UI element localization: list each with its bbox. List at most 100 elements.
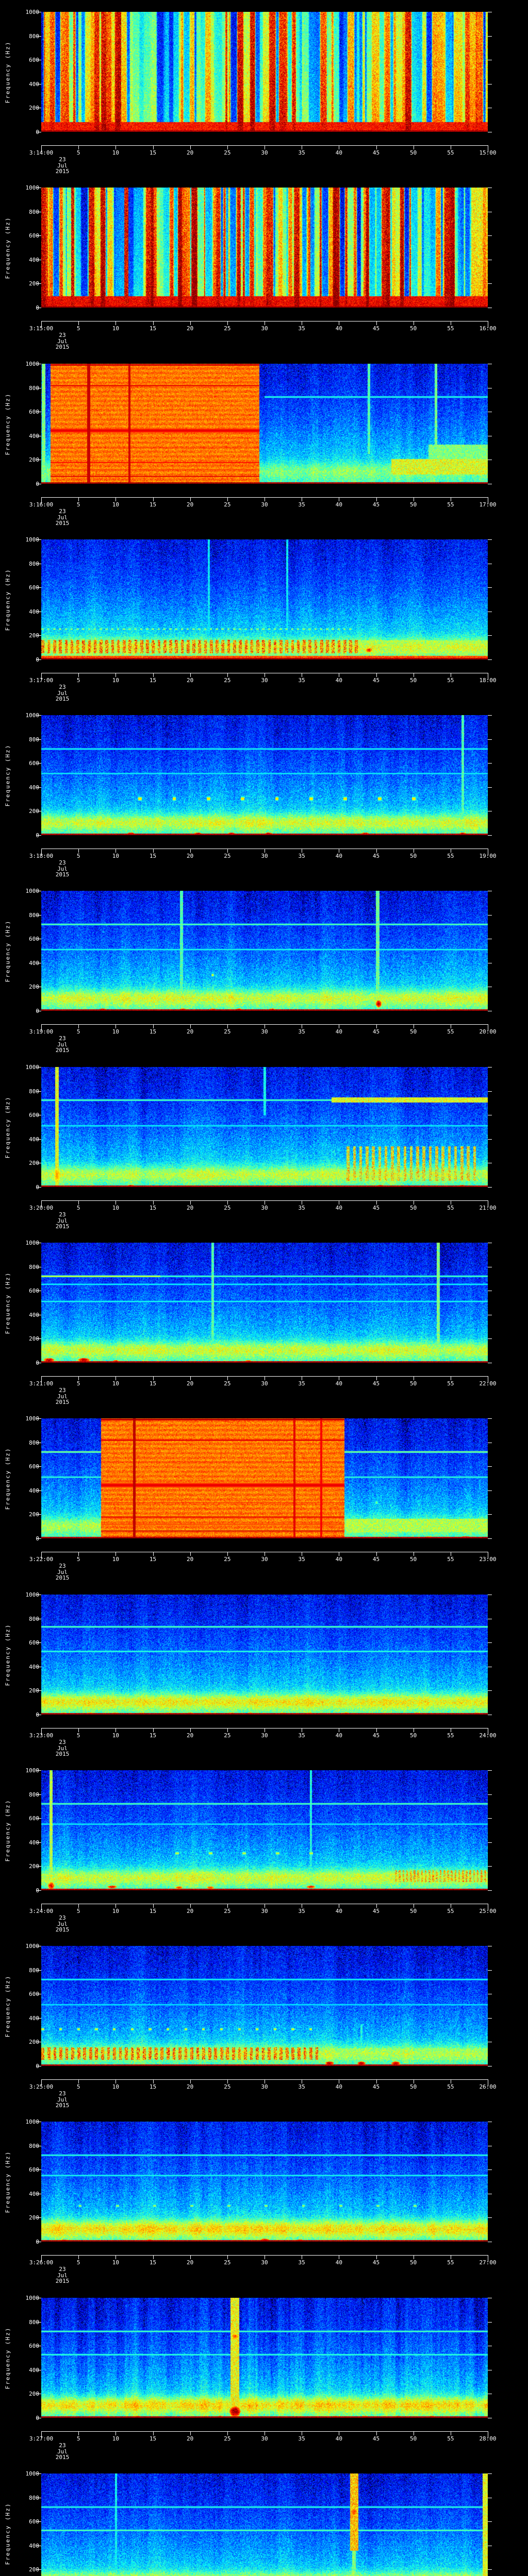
- x-tick-label: 20: [187, 677, 194, 684]
- y-tick-label: 200: [29, 2566, 39, 2573]
- y-axis-title: Frequency (Hz): [4, 1447, 11, 1510]
- x-tick-label: 50: [410, 2083, 417, 2090]
- y-tick-left: [37, 1091, 41, 1092]
- y-tick-left: [37, 235, 41, 236]
- y-tick-right: [488, 1139, 492, 1140]
- x-tick-label: 55: [447, 677, 454, 684]
- x-tick: [190, 2255, 191, 2259]
- date-line: 2015: [55, 2278, 70, 2284]
- y-tick-right: [488, 635, 492, 636]
- x-tick: [41, 2431, 42, 2438]
- x-tick-label: 15: [149, 2083, 157, 2090]
- y-tick-left: [37, 739, 41, 740]
- x-tick-label: 10: [112, 1205, 119, 1211]
- spectrogram-panel-31500: Frequency (Hz) 0 200 400 600 800 1000 3:15:00 5…: [0, 176, 528, 352]
- x-tick: [153, 673, 154, 677]
- y-tick-label: 1000: [25, 1767, 40, 1774]
- y-tick-label: 1000: [25, 1240, 40, 1246]
- x-tick-label: 40: [335, 1380, 342, 1387]
- x-tick-label: 45: [372, 2083, 380, 2090]
- x-tick-label: 40: [335, 1028, 342, 1035]
- x-tick-label: 5: [76, 2083, 80, 2090]
- x-tick: [376, 1904, 377, 1908]
- x-tick-label: 10: [112, 1732, 119, 1739]
- x-tick-label: 15: [149, 1908, 157, 1914]
- y-tick-right: [488, 1690, 492, 1691]
- date-line: 23: [59, 2266, 66, 2273]
- spectrogram-canvas: [41, 2473, 488, 2576]
- x-tick: [376, 1552, 377, 1556]
- y-axis-title: Frequency (Hz): [4, 216, 11, 279]
- x-tick-label: 23:00: [479, 1556, 497, 1563]
- x-tick: [153, 1376, 154, 1380]
- y-tick-right: [488, 1187, 492, 1188]
- date-line: Jul: [57, 1568, 68, 1575]
- x-tick-label: 55: [447, 2259, 454, 2266]
- x-tick-label: 5: [76, 1908, 80, 1914]
- x-tick-label: 20: [187, 1205, 194, 1211]
- x-tick-label: 25: [224, 501, 231, 508]
- y-tick-label: 200: [29, 105, 39, 112]
- x-tick-label: 15: [149, 1380, 157, 1387]
- spectrogram-panel-32800: Frequency (Hz) 020040060080010003:28:005…: [0, 2462, 528, 2576]
- x-tick: [41, 497, 42, 504]
- x-tick-label: 45: [372, 2435, 380, 2442]
- x-tick-label: 25: [224, 1732, 231, 1739]
- y-tick-label: 0: [8, 2239, 39, 2245]
- x-tick-label: 45: [372, 1556, 380, 1563]
- date-line: 23: [59, 2090, 66, 2097]
- date-line: 2015: [55, 520, 70, 527]
- x-tick: [227, 497, 228, 501]
- x-tick-label: 45: [372, 853, 380, 859]
- x-tick-label: 20: [187, 853, 194, 859]
- x-tick: [227, 849, 228, 853]
- y-tick-right: [488, 659, 492, 660]
- x-tick-label: 25: [224, 2083, 231, 2090]
- x-tick-label: 5: [76, 677, 80, 684]
- y-tick-right: [488, 1866, 492, 1867]
- y-tick-right: [488, 1770, 492, 1771]
- y-tick-left: [37, 835, 41, 836]
- y-tick-left: [37, 1866, 41, 1867]
- x-tick-label: 16:00: [479, 325, 497, 332]
- y-tick-label: 400: [29, 1487, 39, 1494]
- spectrogram-canvas: [41, 2122, 488, 2242]
- y-tick-label: 800: [29, 1791, 39, 1798]
- y-tick-left: [37, 539, 41, 540]
- x-tick-label: 20: [187, 325, 194, 332]
- x-tick: [227, 1024, 228, 1028]
- x-tick-label: 50: [410, 2435, 417, 2442]
- date-line: 23: [59, 2442, 66, 2449]
- y-tick-right: [488, 539, 492, 540]
- x-tick-label: 50: [410, 149, 417, 156]
- x-tick: [190, 1024, 191, 1028]
- x-tick-label: 50: [410, 1732, 417, 1739]
- x-tick: [41, 1904, 42, 1910]
- x-tick: [190, 145, 191, 149]
- x-tick-label: 3:17:00: [29, 677, 54, 684]
- x-tick: [153, 1024, 154, 1028]
- y-tick-left: [37, 763, 41, 764]
- x-tick-label: 10: [112, 2083, 119, 2090]
- x-tick: [227, 145, 228, 149]
- x-tick-label: 21:00: [479, 1205, 497, 1211]
- spectrogram-panel-31400: Frequency (Hz) 0 200 400 600 800 1000 3:14:00 5…: [0, 0, 528, 176]
- x-tick-label: 10: [112, 1028, 119, 1035]
- spectrogram-panel-32100: Frequency (Hz) 0 200 400 600 800 1000 3:21:00 5…: [0, 1231, 528, 1407]
- x-tick-label: 35: [298, 1556, 305, 1563]
- y-tick-label: 600: [29, 2343, 39, 2350]
- y-tick-label: 1000: [25, 2119, 40, 2125]
- x-tick-label: 40: [335, 677, 342, 684]
- x-tick: [376, 2255, 377, 2259]
- x-tick: [190, 2079, 191, 2083]
- x-tick-label: 15: [149, 1205, 157, 1211]
- x-tick-label: 3:22:00: [29, 1556, 54, 1563]
- x-tick: [78, 1728, 79, 1732]
- spectrogram-canvas: [41, 1418, 488, 1538]
- x-tick-label: 30: [261, 1732, 268, 1739]
- x-tick-label: 20: [187, 1908, 194, 1914]
- x-tick: [78, 1376, 79, 1380]
- x-tick-label: 3:19:00: [29, 1028, 54, 1035]
- x-tick-label: 35: [298, 2259, 305, 2266]
- spectrogram-canvas: [41, 539, 488, 659]
